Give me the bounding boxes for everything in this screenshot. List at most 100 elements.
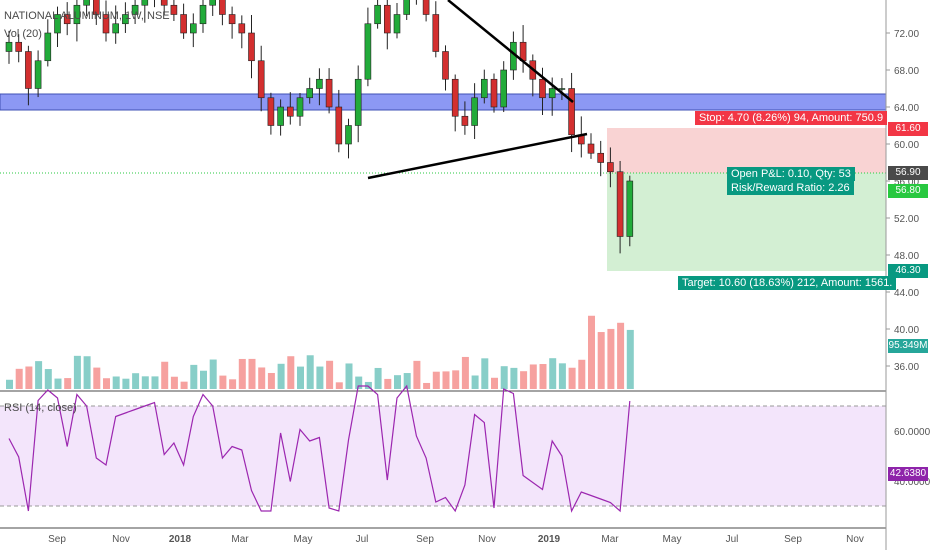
ascending-trendline xyxy=(367,132,588,180)
candle-body xyxy=(451,78,459,117)
candle-body xyxy=(44,32,52,62)
support-zone-rect xyxy=(0,93,887,111)
time-tick-label: Sep xyxy=(416,534,434,545)
rsi-pane xyxy=(0,384,886,513)
candle-body xyxy=(209,0,216,6)
time-tick-label: Jul xyxy=(356,534,369,545)
volume-bar xyxy=(306,355,314,389)
volume-bar xyxy=(423,382,431,389)
candle-body xyxy=(131,4,139,15)
current-price-tag: 56.90 xyxy=(888,166,928,180)
candle-body xyxy=(15,41,22,52)
volume-bar xyxy=(597,332,605,389)
pnl-label: Open P&L: 0.10, Qty: 53 xyxy=(727,167,855,181)
rsi-tag: 42.6380 xyxy=(888,467,928,481)
volume-bar xyxy=(93,367,101,389)
volume-bar xyxy=(452,370,460,389)
rr-label: Risk/Reward Ratio: 2.26 xyxy=(727,181,854,195)
target-price-tag: 46.30 xyxy=(888,264,928,278)
price-tick-label: 56.00 xyxy=(894,177,919,188)
volume-bar xyxy=(54,378,62,389)
candle-body xyxy=(607,162,614,173)
volume-bar xyxy=(432,371,440,389)
candle-body xyxy=(432,14,440,52)
volume-bar xyxy=(316,366,324,389)
time-tick-label: Nov xyxy=(846,534,864,545)
volume-bar xyxy=(355,376,363,389)
volume-bar xyxy=(161,361,169,389)
volume-bar xyxy=(83,356,91,389)
price-tick-label: 64.00 xyxy=(894,103,919,114)
time-axis[interactable]: Sep Nov 2018 Mar May Jul Sep Nov 2019 Mar May Jul Se… xyxy=(48,534,864,545)
volume-bar xyxy=(384,378,392,389)
candle-body xyxy=(5,41,13,52)
candle-body xyxy=(490,78,498,108)
time-tick-label: 2019 xyxy=(538,534,561,545)
descending-trendline xyxy=(447,0,574,103)
candle-body xyxy=(306,88,314,99)
candle-body xyxy=(548,88,556,99)
volume-bar xyxy=(141,376,149,389)
candle-body xyxy=(568,88,575,136)
candle-body xyxy=(325,78,333,108)
volume-bar xyxy=(15,368,23,389)
candle-body xyxy=(316,78,323,89)
volume-bar xyxy=(394,375,401,389)
volume-bar xyxy=(180,381,188,389)
volume-bar xyxy=(103,378,110,389)
candle-body xyxy=(626,180,634,237)
time-tick-label: 2018 xyxy=(169,534,192,545)
volume-bar xyxy=(442,371,450,389)
volume-bar xyxy=(568,367,576,389)
volume-bar xyxy=(132,373,140,389)
volume-bar xyxy=(238,358,246,389)
candle-body xyxy=(34,60,42,89)
candle-body xyxy=(364,23,372,80)
volume-bar xyxy=(25,366,33,389)
price-tick-label: 72.00 xyxy=(894,29,919,40)
candle-body xyxy=(345,125,352,145)
candle-body xyxy=(393,14,401,34)
position-zones xyxy=(0,128,886,271)
candle-body xyxy=(403,0,411,15)
price-tick-label: 44.00 xyxy=(894,288,919,299)
volume-bar xyxy=(481,358,489,389)
volume-bar xyxy=(500,366,508,389)
volume-bar xyxy=(267,372,275,389)
rsi-line xyxy=(8,384,631,513)
price-tick-label: 60.00 xyxy=(894,140,919,151)
volume-legend: Vol (20) xyxy=(4,28,42,40)
candle-body xyxy=(616,171,624,237)
price-axis[interactable]: 72.00 68.00 64.00 60.00 56.00 52.00 48.00 44.00… xyxy=(885,0,931,550)
trendlines[interactable] xyxy=(367,0,588,180)
volume-bar xyxy=(287,356,295,389)
support-zone xyxy=(0,93,887,111)
volume-bar xyxy=(520,371,528,389)
price-tick-label: 48.00 xyxy=(894,251,919,262)
rsi-band xyxy=(0,406,886,506)
candle-body xyxy=(296,97,304,117)
candle-body xyxy=(471,97,478,126)
volume-bar xyxy=(44,369,52,389)
candle-body xyxy=(73,4,81,25)
volume-bar xyxy=(35,361,43,389)
candle-body xyxy=(63,14,71,25)
volume-bar xyxy=(248,358,256,389)
volume-bar xyxy=(326,360,334,389)
volume-bar xyxy=(209,359,217,389)
candle-body xyxy=(228,14,236,25)
volume-bar xyxy=(190,364,198,389)
time-tick-label: May xyxy=(663,534,682,545)
candle-body xyxy=(112,23,119,34)
candle-body xyxy=(597,152,605,163)
volume-bar xyxy=(626,329,634,389)
candle-body xyxy=(587,143,595,154)
stop-zone xyxy=(607,128,886,173)
candle-body xyxy=(93,0,100,15)
price-tick-label: 40.00 xyxy=(894,325,919,336)
candle-body xyxy=(122,14,129,25)
volume-bar xyxy=(617,322,625,389)
candle-body xyxy=(199,4,207,25)
candle-body xyxy=(25,51,32,89)
